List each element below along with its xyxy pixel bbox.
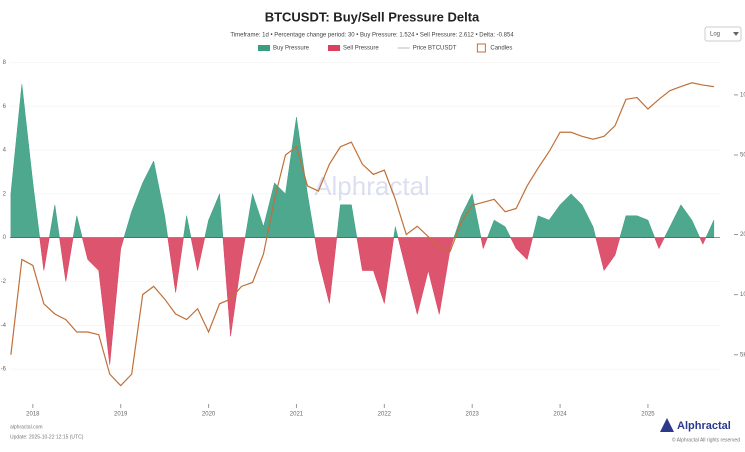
y-tick-label: 8 <box>3 60 7 66</box>
plot-area: 8 6 4 2 0 -2 -4 -6 5K 10K 20K 50K 100K 2018 2019 2020 20… <box>1 60 745 418</box>
footer-site: alphractal.com <box>10 424 43 430</box>
x-tick-label: 2018 <box>26 412 40 418</box>
dropdown-arrow[interactable] <box>733 32 739 36</box>
brand-logo <box>660 418 674 432</box>
y2-tick-label: 5K <box>740 352 745 358</box>
legend-label: Candles <box>490 46 512 52</box>
x-tick-label: 2024 <box>553 412 567 418</box>
chart-title: BTCUSDT: Buy/Sell Pressure Delta <box>265 9 480 24</box>
x-tick-label: 2022 <box>378 412 392 418</box>
scale-button[interactable]: Log <box>704 26 742 42</box>
copyright: © Alphractal All rights reserved <box>672 436 740 443</box>
brand-name: Alphractal <box>677 420 731 432</box>
x-tick-label: 2023 <box>466 412 480 418</box>
y-tick-label: 0 <box>3 235 7 241</box>
y-tick-label: -4 <box>1 323 7 329</box>
legend-swatch <box>258 45 270 51</box>
x-tick-label: 2019 <box>114 412 128 418</box>
legend-label: Price BTCUSDT <box>413 46 457 52</box>
y-tick-label: 2 <box>3 191 7 197</box>
sell-pressure-area <box>10 237 715 365</box>
chart-subtitle: Timeframe: 1d • Percentage change period… <box>230 33 514 39</box>
legend-label: Sell Pressure <box>343 46 379 52</box>
scale-button-label[interactable]: Log <box>710 32 720 38</box>
legend-swatch <box>476 43 486 53</box>
x-tick-label: 2025 <box>641 412 655 418</box>
buy-pressure-area <box>10 84 715 238</box>
y-tick-label: -6 <box>1 367 7 373</box>
watermark: Alphractal <box>314 171 430 201</box>
legend-swatch <box>328 45 341 51</box>
legend: Buy Pressure Sell Pressure Price BTCUSDT Ca… <box>258 43 512 53</box>
legend-label: Buy Pressure <box>273 46 310 52</box>
y2-tick-label: 100K <box>740 92 745 98</box>
x-tick-label: 2021 <box>290 412 304 418</box>
y-tick-label: -2 <box>1 279 7 285</box>
y-tick-label: 6 <box>3 104 7 110</box>
y2-tick-label: 10K <box>740 292 745 298</box>
y2-tick-label: 20K <box>740 232 745 238</box>
y2-tick-label: 50K <box>740 153 745 159</box>
y-tick-label: 4 <box>3 148 7 154</box>
footer-update: Update: 2025-10-22 12:15 (UTC) <box>10 434 84 440</box>
price-line <box>10 82 714 387</box>
scale-button-box[interactable] <box>704 26 742 42</box>
x-tick-label: 2020 <box>202 412 216 418</box>
